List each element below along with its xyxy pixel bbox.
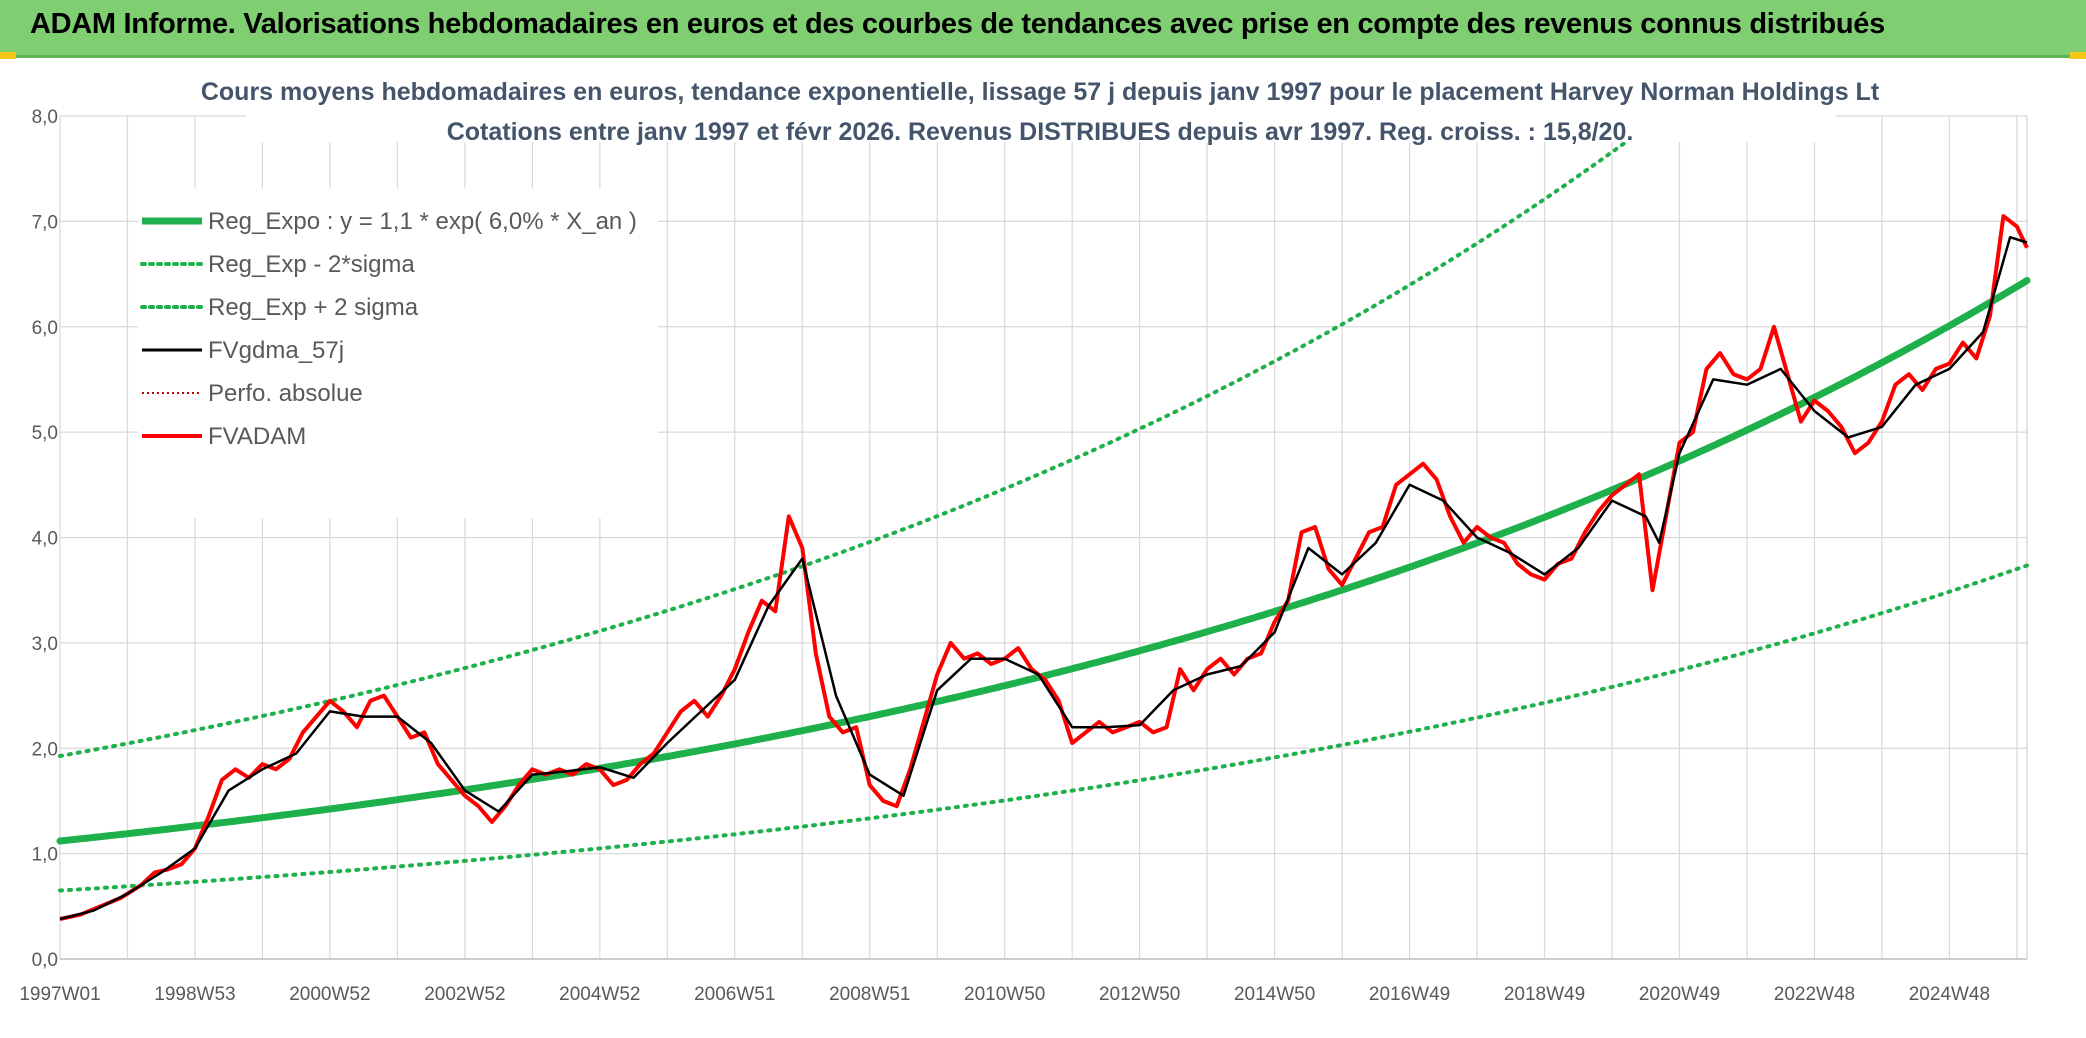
plot-area xyxy=(56,110,2031,921)
corner-accent-right xyxy=(2070,52,2086,59)
corner-accent-left xyxy=(0,52,16,59)
legend-label-reg-minus: Reg_Exp - 2*sigma xyxy=(208,251,415,278)
x-tick-label: 2008W51 xyxy=(829,984,910,1005)
y-tick-label: 5,0 xyxy=(32,423,58,444)
x-tick-label: 2022W48 xyxy=(1774,984,1855,1005)
y-tick-label: 7,0 xyxy=(32,212,58,233)
x-tick-label: 2024W48 xyxy=(1909,984,1990,1005)
legend-item-perfo[interactable]: Perfo. absolue xyxy=(142,380,363,407)
x-tick-label: 2002W52 xyxy=(424,984,505,1005)
legend-label-fvadam: FVADAM xyxy=(208,423,306,450)
y-axis: 0,0 1,0 2,0 3,0 4,0 5,0 6,0 7,0 8,0 xyxy=(32,107,58,971)
x-tick-label: 1998W53 xyxy=(154,984,235,1005)
chart: 0,0 1,0 2,0 3,0 4,0 5,0 6,0 7,0 8,0 1997W01 1998W… xyxy=(19,66,2031,1005)
legend-item-reg-plus[interactable]: Reg_Exp + 2 sigma xyxy=(140,294,419,321)
x-tick-label: 2014W50 xyxy=(1234,984,1315,1005)
x-tick-label: 2016W49 xyxy=(1369,984,1450,1005)
x-tick-label: 2018W49 xyxy=(1504,984,1585,1005)
chart-title-line2: Cotations entre janv 1997 et févr 2026. … xyxy=(447,118,1634,146)
x-tick-label: 2004W52 xyxy=(559,984,640,1005)
header-banner: ADAM Informe. Valorisations hebdomadaire… xyxy=(0,0,2086,58)
y-tick-label: 2,0 xyxy=(32,739,58,760)
series-fvadam xyxy=(59,214,2029,921)
y-tick-label: 1,0 xyxy=(32,845,58,866)
x-tick-label: 2006W51 xyxy=(694,984,775,1005)
x-axis: 1997W01 1998W53 2000W52 2002W52 2004W52 2006W… xyxy=(19,984,1990,1005)
x-tick-label: 2010W50 xyxy=(964,984,1045,1005)
x-tick-label: 2000W52 xyxy=(289,984,370,1005)
legend-item-fvadam[interactable]: FVADAM xyxy=(142,423,306,450)
legend-item-reg-expo[interactable]: Reg_Expo : y = 1,1 * exp( 6,0% * X_an ) xyxy=(142,208,637,235)
chart-title-line1: Cours moyens hebdomadaires en euros, ten… xyxy=(201,78,1880,106)
legend-label-reg-plus: Reg_Exp + 2 sigma xyxy=(208,294,419,321)
legend-label-perfo: Perfo. absolue xyxy=(208,380,363,407)
x-tick-label: 2012W50 xyxy=(1099,984,1180,1005)
series-reg-minus-2sigma xyxy=(58,563,2029,893)
x-tick-label: 1997W01 xyxy=(19,984,100,1005)
x-tick-label: 2020W49 xyxy=(1639,984,1720,1005)
legend-label-reg-expo: Reg_Expo : y = 1,1 * exp( 6,0% * X_an ) xyxy=(208,208,637,235)
series-fvgdma-57j xyxy=(59,235,2028,921)
y-tick-label: 6,0 xyxy=(32,318,58,339)
title-backdrop xyxy=(246,66,1836,142)
legend-item-fvgdma[interactable]: FVgdma_57j xyxy=(142,337,344,364)
legend-item-reg-minus[interactable]: Reg_Exp - 2*sigma xyxy=(140,251,415,278)
y-tick-label: 4,0 xyxy=(32,529,58,550)
legend-backdrop xyxy=(138,188,658,518)
y-tick-label: 8,0 xyxy=(32,107,58,128)
y-tick-label: 0,0 xyxy=(32,950,58,971)
page-title: ADAM Informe. Valorisations hebdomadaire… xyxy=(30,8,1885,40)
y-tick-label: 3,0 xyxy=(32,634,58,655)
legend: Reg_Expo : y = 1,1 * exp( 6,0% * X_an ) … xyxy=(138,188,658,518)
legend-label-fvgdma: FVgdma_57j xyxy=(208,337,344,364)
